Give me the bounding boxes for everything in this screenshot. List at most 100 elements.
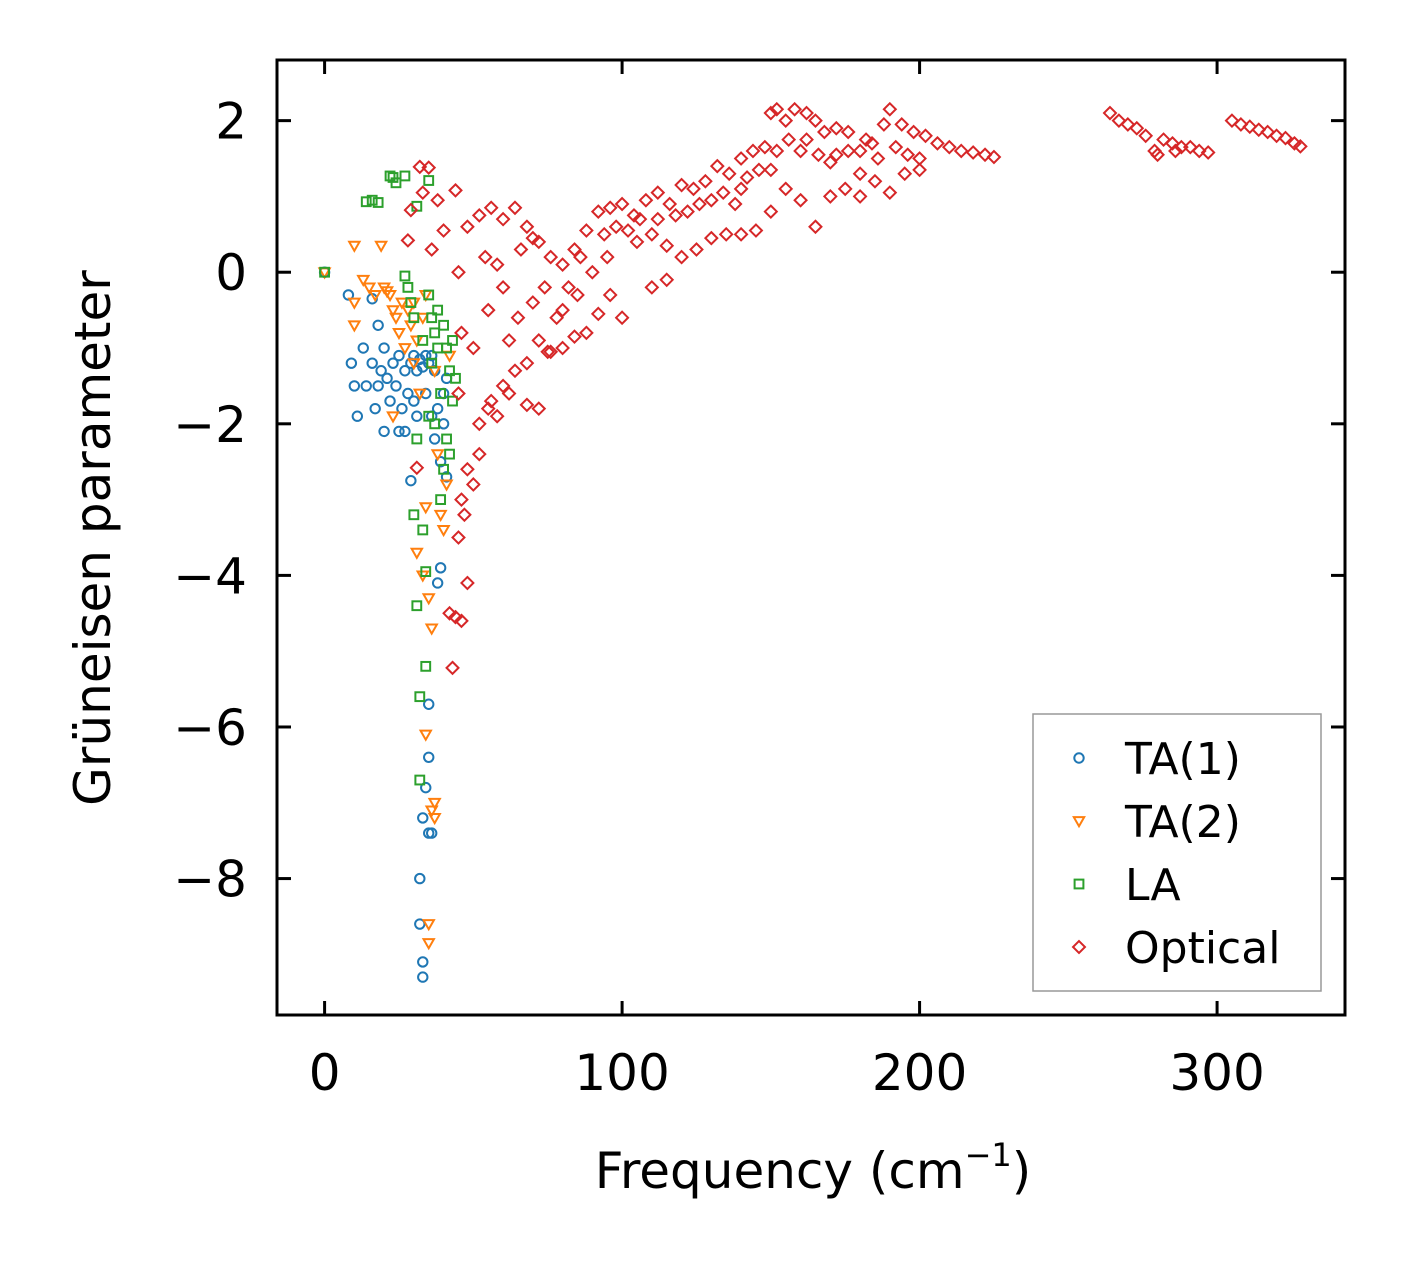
data-point [977, 147, 993, 163]
data-point [718, 226, 734, 242]
y-axis-title: Grüneisen parameter [64, 270, 122, 806]
data-point [434, 456, 447, 468]
data-point [460, 219, 475, 235]
data-point [787, 101, 803, 117]
data-point [439, 479, 454, 492]
legend-item: TA(2) [1072, 797, 1241, 848]
data-point [414, 872, 426, 885]
data-point [489, 257, 505, 273]
data-point [362, 282, 377, 295]
data-point [480, 302, 496, 318]
data-point [430, 192, 446, 208]
data-point [440, 471, 453, 483]
data-point [519, 355, 535, 371]
data-point [840, 124, 856, 140]
data-point [650, 211, 666, 227]
data-point [465, 340, 481, 356]
data-point [590, 306, 606, 322]
data-point [389, 312, 403, 325]
legend-label: TA(1) [1124, 734, 1241, 785]
data-point [427, 813, 442, 826]
legend-items: TA(1) TA(2) LA Optical [1071, 734, 1280, 974]
data-point [429, 327, 441, 339]
data-point [368, 290, 383, 303]
x-tick-label: 0 [309, 1044, 341, 1102]
data-point [602, 287, 618, 303]
data-point [432, 304, 444, 316]
data-point [1200, 145, 1216, 160]
x-tick-label: 100 [574, 1044, 669, 1102]
data-point [438, 463, 449, 475]
data-point [395, 297, 409, 310]
data-point [590, 204, 606, 219]
y-tick-label: −6 [173, 699, 247, 757]
data-point [507, 200, 523, 216]
data-point [483, 393, 499, 409]
data-point [448, 609, 463, 625]
data-point [721, 166, 737, 182]
data-point [1251, 122, 1267, 138]
data-point [366, 194, 378, 206]
data-point [347, 320, 362, 333]
data-point [460, 461, 475, 477]
data-point [941, 139, 957, 155]
data-point [393, 425, 405, 438]
data-point [912, 162, 927, 178]
data-point [1138, 128, 1154, 144]
data-point [447, 335, 458, 346]
data-point [531, 333, 547, 348]
data-point [421, 938, 436, 951]
data-point [715, 185, 731, 201]
data-point [578, 223, 594, 238]
data-point [567, 329, 582, 345]
data-point [372, 380, 384, 392]
data-point [417, 971, 429, 983]
data-point [614, 310, 630, 326]
data-point [384, 170, 396, 182]
y-tick-label: 0 [215, 244, 247, 302]
data-point [441, 433, 452, 445]
data-point [415, 312, 430, 325]
y-tick-label: −8 [173, 851, 247, 909]
data-point [423, 175, 435, 186]
data-point [882, 101, 898, 117]
data-point [421, 919, 436, 932]
data-point [454, 613, 469, 629]
data-point [425, 349, 438, 362]
data-point [426, 312, 438, 324]
data-point [397, 343, 412, 356]
data-point [423, 289, 435, 301]
data-point [408, 509, 420, 521]
data-point [808, 219, 823, 235]
legend-marker [1073, 878, 1085, 890]
data-point [882, 185, 898, 201]
data-point [555, 340, 570, 356]
data-point [573, 249, 588, 265]
data-point [1102, 105, 1118, 121]
data-point [399, 365, 411, 377]
data-point [409, 547, 424, 560]
data-point [384, 395, 396, 407]
data-point [763, 204, 779, 219]
data-point [454, 325, 469, 341]
data-point [858, 132, 874, 147]
data-point [434, 562, 447, 574]
data-point [392, 327, 406, 341]
data-point [852, 143, 868, 159]
data-point [519, 397, 535, 413]
data-point [409, 335, 424, 348]
data-point [644, 226, 660, 242]
data-point [420, 660, 432, 672]
legend-label: TA(2) [1124, 797, 1241, 848]
data-point [525, 230, 541, 246]
data-point [417, 524, 429, 536]
data-point [495, 211, 511, 227]
data-point [778, 113, 794, 129]
data-point [632, 211, 648, 227]
data-point [357, 342, 369, 354]
data-point [408, 395, 420, 407]
data-point [513, 242, 529, 257]
data-point [400, 232, 416, 248]
data-point [435, 388, 447, 399]
legend-marker [1073, 752, 1085, 764]
